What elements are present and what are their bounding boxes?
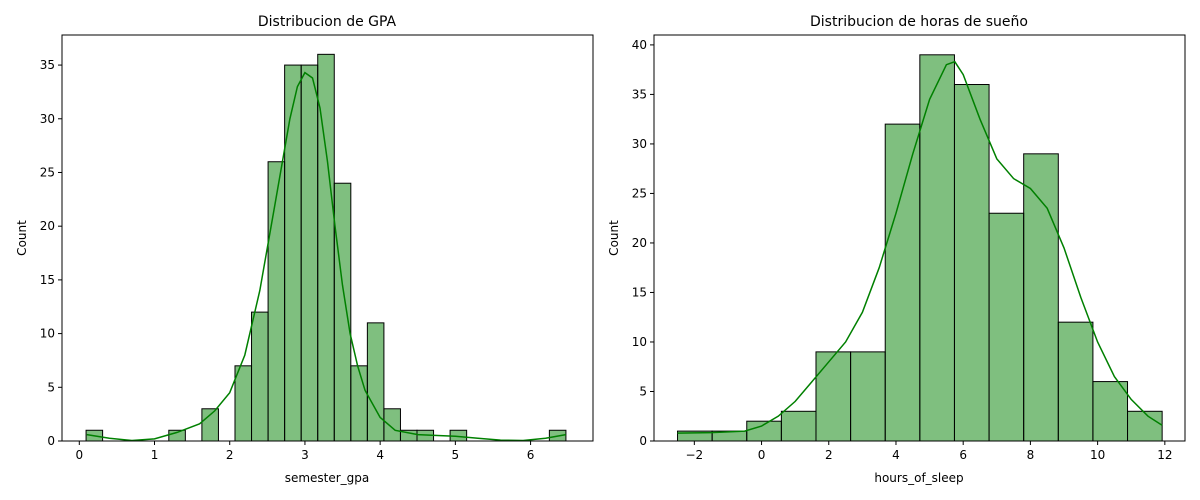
sleep-y-tick-label: 15: [632, 285, 647, 299]
sleep-x-tick-label: 10: [1090, 448, 1105, 462]
sleep-histogram-panel: Distribucion de horas de sueño −2 0 2 4 6 8 10…: [607, 14, 1186, 485]
sleep-x-ticks: −2 0 2 4 6 8 10 12: [685, 441, 1172, 462]
sleep-x-tick-label: 8: [1027, 448, 1035, 462]
sleep-y-tick-label: 40: [632, 38, 647, 52]
sleep-y-tick-label: 25: [632, 186, 647, 200]
gpa-bar-9: [234, 365, 253, 442]
gpa-bars: [85, 53, 567, 442]
sleep-x-tick-label: 0: [758, 448, 766, 462]
gpa-kde-curve: [86, 71, 567, 442]
gpa-bar-15: [333, 182, 352, 442]
gpa-bar-12: [284, 64, 302, 442]
gpa-x-tick-label: 5: [452, 448, 460, 462]
sleep-y-tick-label: 0: [639, 434, 647, 448]
gpa-x-tick-label: 6: [527, 448, 535, 462]
sleep-bar-3: [780, 410, 817, 442]
sleep-y-tick-label: 5: [639, 384, 647, 398]
gpa-x-axis-label: semester_gpa: [285, 471, 370, 485]
sleep-x-tick-label: 12: [1157, 448, 1172, 462]
gpa-axes-frame: [61, 34, 594, 442]
gpa-y-tick-label: 30: [40, 112, 55, 126]
gpa-bar-11: [267, 161, 286, 442]
sleep-bars: [677, 54, 1163, 442]
sleep-chart-title: Distribucion de horas de sueño: [810, 14, 1028, 30]
sleep-y-tick-label: 10: [632, 335, 647, 349]
gpa-x-tick-label: 1: [151, 448, 159, 462]
gpa-chart-title: Distribucion de GPA: [258, 14, 397, 30]
sleep-bar-12: [1092, 381, 1129, 442]
gpa-x-tick-label: 2: [226, 448, 234, 462]
sleep-bar-10: [1023, 153, 1059, 442]
sleep-y-tick-label: 30: [632, 137, 647, 151]
gpa-bar-16: [350, 365, 368, 442]
gpa-y-tick-label: 20: [40, 219, 55, 233]
sleep-y-ticks: 0 5 10 15 20 25 30 35 40: [632, 38, 654, 448]
gpa-x-tick-label: 0: [75, 448, 83, 462]
gpa-bar-10: [251, 311, 269, 442]
sleep-x-tick-label: 6: [959, 448, 967, 462]
gpa-x-tick-label: 3: [301, 448, 309, 462]
sleep-bar-9: [988, 212, 1025, 442]
gpa-y-axis-label: Count: [15, 220, 29, 256]
gpa-bar-7: [201, 408, 219, 442]
gpa-x-tick-label: 4: [376, 448, 384, 462]
sleep-bar-5: [850, 351, 886, 442]
sleep-axes-frame: [653, 34, 1186, 442]
gpa-y-ticks: 0 5 10 15 20 25 30 35: [40, 58, 62, 448]
gpa-bar-18: [383, 408, 401, 442]
sleep-bar-13: [1127, 410, 1163, 442]
sleep-kde-curve: [677, 60, 1163, 434]
gpa-histogram-panel: Distribucion de GPA 0 1 2 3 4 5 6 0 5 10 15 20 25 30…: [15, 14, 594, 485]
sleep-y-axis-label: Count: [607, 220, 621, 256]
gpa-x-ticks: 0 1 2 3 4 5 6: [75, 441, 534, 462]
gpa-y-tick-label: 25: [40, 165, 55, 179]
sleep-bar-8: [953, 84, 990, 442]
sleep-x-axis-label: hours_of_sleep: [874, 471, 963, 485]
gpa-y-tick-label: 0: [47, 434, 55, 448]
gpa-y-tick-label: 5: [47, 380, 55, 394]
sleep-x-tick-label: 2: [825, 448, 833, 462]
sleep-x-tick-label: 4: [892, 448, 900, 462]
sleep-bar-4: [815, 351, 852, 442]
sleep-y-tick-label: 35: [632, 87, 647, 101]
sleep-bar-6: [884, 123, 921, 442]
sleep-y-tick-label: 20: [632, 236, 647, 250]
gpa-y-tick-label: 35: [40, 58, 55, 72]
sleep-bar-11: [1057, 321, 1094, 442]
gpa-bar-17: [366, 322, 385, 442]
gpa-y-tick-label: 10: [40, 327, 55, 341]
sleep-x-tick-label: −2: [685, 448, 703, 462]
gpa-bar-13: [300, 64, 319, 442]
gpa-y-tick-label: 15: [40, 273, 55, 287]
